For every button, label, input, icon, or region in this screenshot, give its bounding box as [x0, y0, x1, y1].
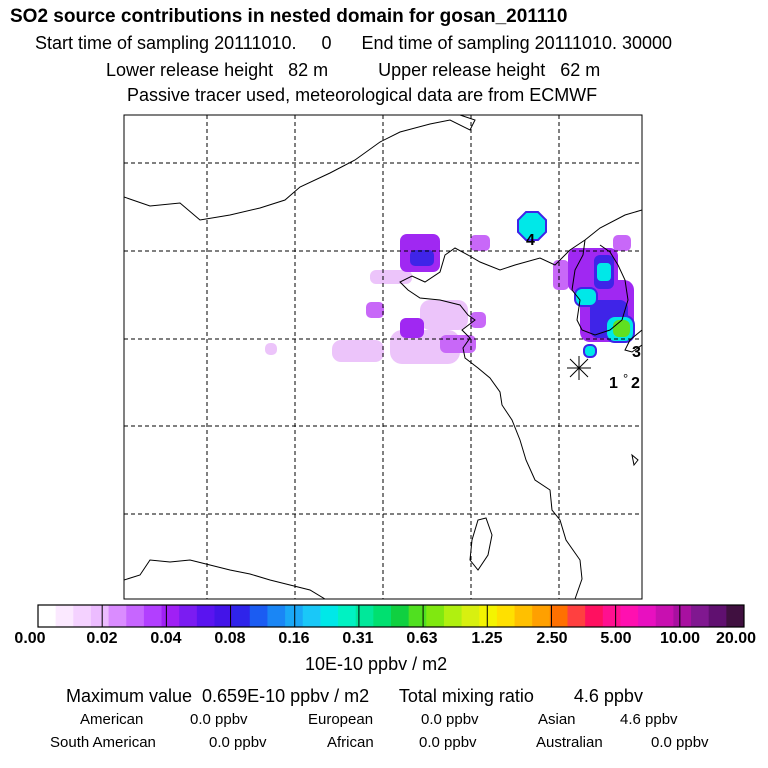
colorbar-tick-label: 0.63	[406, 630, 438, 647]
colorbar-unit: 10E-10 ppbv / m2	[305, 654, 448, 674]
region-value-australian: 0.0 ppbv	[651, 734, 709, 751]
colorbar-cell	[179, 605, 198, 627]
colorbar-cell	[585, 605, 604, 627]
colorbar-cell	[108, 605, 127, 627]
region-name-australian: Australian	[536, 734, 603, 751]
colorbar-cell	[338, 605, 357, 627]
colorbar-cell	[267, 605, 286, 627]
degree-mark: °	[623, 371, 628, 386]
colorbar-tick-label: 10.00	[659, 630, 701, 647]
colorbar-cell	[638, 605, 657, 627]
colorbar-cell	[479, 605, 498, 627]
receptor-label-3: 3	[632, 344, 641, 361]
colorbar-cell	[708, 605, 727, 627]
southern-border	[124, 559, 326, 599]
region-name-european: European	[308, 711, 374, 728]
colorbar-cell	[549, 605, 568, 627]
sampling-time-line: Start time of sampling 20111010. 0 End t…	[35, 33, 673, 53]
colorbar-cell	[90, 605, 110, 627]
colorbar-cell	[461, 605, 480, 627]
region-name-asian: Asian	[538, 711, 576, 728]
region-value-african: 0.0 ppbv	[419, 734, 477, 751]
region-value-asian: 4.6 ppbv	[620, 711, 678, 728]
region-name-african: African	[327, 734, 374, 751]
colorbar-tick-label: 0.16	[278, 630, 310, 647]
map-gridlines	[124, 115, 642, 599]
receptor-label-4: 4	[526, 232, 535, 249]
colorbar-cell	[567, 605, 586, 627]
receptor-label-2: 2	[631, 375, 640, 392]
islet	[631, 453, 639, 467]
colorbar-tick-label: 0.31	[342, 630, 374, 647]
colorbar-tick-label: 0.04	[150, 630, 182, 647]
colorbar-cell	[391, 605, 410, 627]
colorbar-cells	[38, 605, 745, 627]
colorbar-cell	[232, 605, 251, 627]
region-value-american: 0.0 ppbv	[190, 711, 248, 728]
colorbar-tick-label: 0.00	[14, 630, 46, 647]
china-coast	[399, 209, 642, 599]
colorbar-cell	[320, 605, 339, 627]
colorbar-cell	[602, 605, 621, 627]
colorbar-cell	[726, 605, 745, 627]
colorbar-cell	[355, 605, 374, 627]
colorbar-cell	[126, 605, 145, 627]
colorbar-cell	[73, 605, 92, 627]
taiwan-island	[469, 517, 493, 571]
colorbar-boundaries	[101, 605, 681, 627]
colorbar-cell	[532, 605, 551, 627]
coastlines	[124, 115, 642, 599]
colorbar-cell	[302, 605, 321, 627]
concentration-field	[265, 211, 635, 364]
northern-border	[124, 115, 476, 221]
colorbar-cell	[161, 605, 180, 627]
colorbar-cell	[214, 605, 233, 627]
colorbar-cell	[655, 605, 674, 627]
colorbar-cell	[285, 605, 304, 627]
colorbar-tick-label: 0.08	[214, 630, 246, 647]
receptor-label-1: 1	[609, 375, 618, 392]
colorbar-tick-label: 2.50	[536, 630, 568, 647]
colorbar-tick-label: 1.25	[471, 630, 503, 647]
colorbar-cell	[373, 605, 392, 627]
colorbar-cell	[408, 605, 427, 627]
colorbar-tick-label: 0.02	[86, 630, 118, 647]
korean-peninsula	[571, 239, 629, 336]
colorbar-frame	[37, 604, 745, 628]
receptor-star-icon	[567, 356, 591, 380]
map-frame	[123, 114, 643, 600]
colorbar-cell	[143, 605, 163, 627]
colorbar-cell	[426, 605, 445, 627]
plot-title: SO2 source contributions in nested domai…	[10, 6, 568, 27]
colorbar-tick-label: 5.00	[600, 630, 632, 647]
colorbar-cell	[55, 605, 74, 627]
colorbar-cell	[496, 605, 516, 627]
maximum-value-summary: Maximum value 0.659E-10 ppbv / m2 Total …	[66, 686, 643, 706]
colorbar-cell	[673, 605, 692, 627]
release-height-line: Lower release height 82 m Upper release …	[106, 60, 601, 80]
region-name-south-american: South American	[50, 734, 156, 751]
tracer-info-line: Passive tracer used, meteorological data…	[127, 85, 598, 105]
region-value-european: 0.0 ppbv	[421, 711, 479, 728]
colorbar-cell	[691, 605, 710, 627]
colorbar-cell	[443, 605, 463, 627]
colorbar-tick-label: 20.00	[715, 630, 757, 647]
colorbar-cell	[514, 605, 533, 627]
japan-coast	[624, 329, 642, 353]
colorbar-cell	[620, 605, 639, 627]
colorbar-cell	[38, 605, 57, 627]
colorbar-cell	[196, 605, 215, 627]
colorbar-cell	[249, 605, 268, 627]
region-value-south-american: 0.0 ppbv	[209, 734, 267, 751]
region-name-american: American	[80, 711, 144, 728]
